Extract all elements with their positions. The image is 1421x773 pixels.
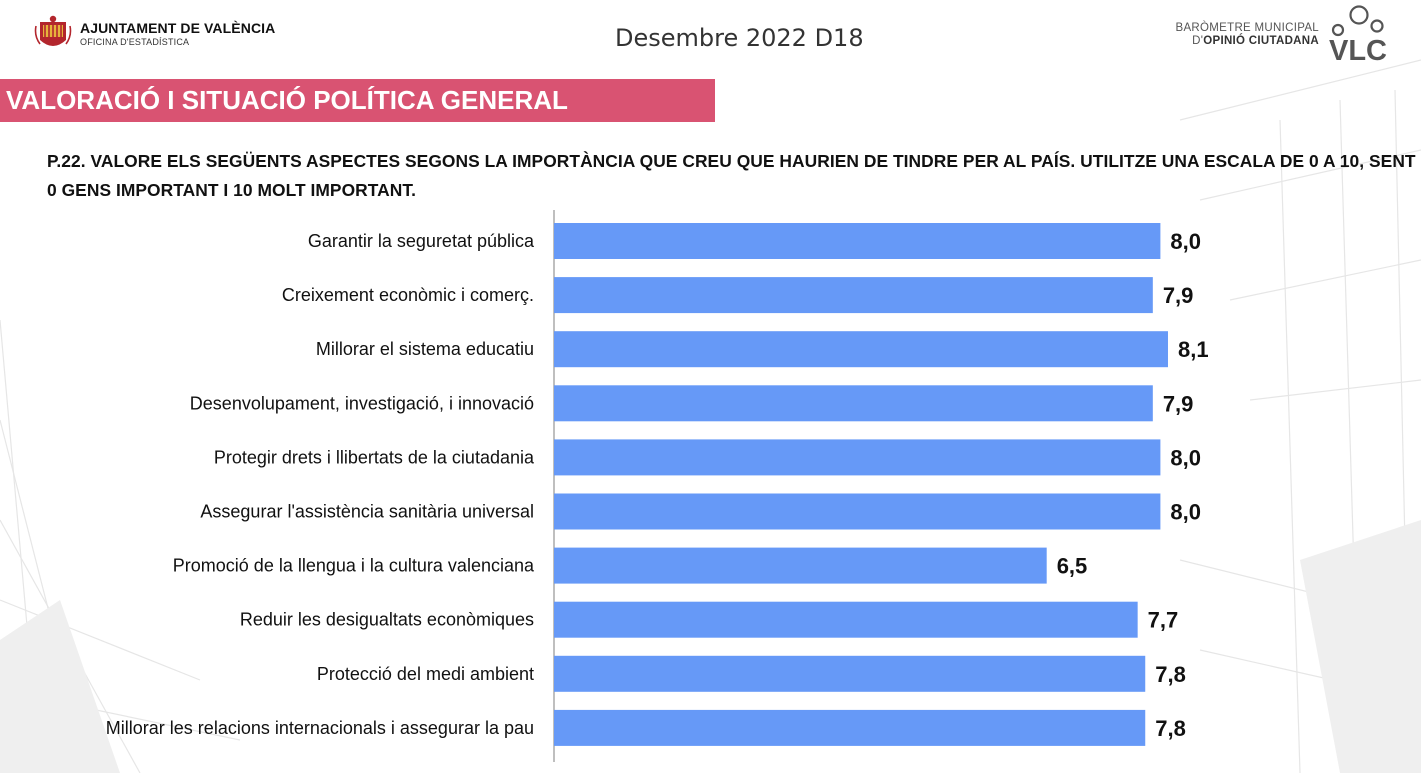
data-label: 8,1	[1178, 337, 1209, 362]
data-label: 7,9	[1163, 391, 1194, 416]
city-council-logo: AJUNTAMENT DE VALÈNCIA OFICINA D'ESTADÍS…	[34, 14, 275, 54]
category-label: Promoció de la llengua i la cultura vale…	[173, 556, 535, 576]
page-header: AJUNTAMENT DE VALÈNCIA OFICINA D'ESTADÍS…	[0, 0, 1421, 78]
bar	[554, 547, 1047, 584]
barometer-logo: BARÒMETRE MUNICIPAL D'OPINIÓ CIUTADANA V…	[1175, 4, 1391, 62]
report-period: Desembre 2022 D18	[615, 24, 864, 52]
bar	[554, 709, 1146, 746]
category-label: Creixement econòmic i comerç.	[282, 285, 534, 305]
data-label: 8,0	[1170, 445, 1201, 470]
category-label: Reduir les desigualtats econòmiques	[240, 610, 534, 630]
bar	[554, 385, 1153, 422]
category-label: Protecció del medi ambient	[317, 664, 534, 684]
data-label: 7,8	[1155, 662, 1186, 687]
vlc-logo-icon: VLC	[1329, 5, 1387, 62]
data-label: 8,0	[1170, 500, 1201, 525]
data-label: 7,9	[1163, 283, 1194, 308]
svg-text:VLC: VLC	[1329, 35, 1387, 62]
data-label: 8,0	[1170, 229, 1201, 254]
bar	[554, 439, 1161, 476]
org-name: AJUNTAMENT DE VALÈNCIA	[80, 20, 276, 36]
category-label: Assegurar l'assistència sanitària univer…	[200, 502, 534, 522]
category-label: Millorar les relacions internacionals i …	[106, 718, 534, 738]
section-banner: VALORACIÓ I SITUACIÓ POLÍTICA GENERAL	[0, 79, 715, 122]
data-label: 7,8	[1155, 716, 1186, 741]
barometer-subtitle: D'OPINIÓ CIUTADANA	[1192, 35, 1319, 47]
section-title: VALORACIÓ I SITUACIÓ POLÍTICA GENERAL	[6, 85, 568, 115]
data-label: 7,7	[1148, 608, 1179, 633]
bar	[554, 601, 1138, 638]
org-subtitle: OFICINA D'ESTADÍSTICA	[80, 37, 190, 47]
data-label: 6,5	[1057, 554, 1088, 579]
bar	[554, 655, 1146, 692]
coat-of-arms-icon	[34, 15, 72, 46]
category-label: Desenvolupament, investigació, i innovac…	[190, 393, 534, 413]
bar	[554, 277, 1153, 314]
category-label: Garantir la seguretat pública	[308, 231, 535, 251]
category-label: Millorar el sistema educatiu	[316, 339, 534, 359]
barometer-title: BARÒMETRE MUNICIPAL	[1175, 22, 1319, 34]
bar	[554, 331, 1168, 368]
question-text: P.22. VALORE ELS SEGÜENTS ASPECTES SEGON…	[47, 151, 1416, 200]
horizontal-bar-chart: Garantir la seguretat pública 8,0 Creixeme…	[106, 210, 1209, 762]
bar	[554, 223, 1161, 259]
category-label: Protegir drets i llibertats de la ciutad…	[214, 447, 535, 467]
bar	[554, 493, 1161, 530]
